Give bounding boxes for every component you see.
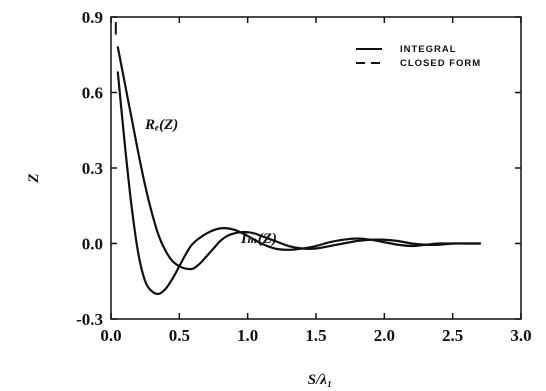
ticks: 0.0 0.5 1.0 1.5 2.0 2.5 3.0-0.30.00.30.60.9 bbox=[76, 8, 532, 345]
legend-closed-form-label: CLOSED FORM bbox=[400, 58, 481, 69]
curves bbox=[114, 22, 482, 296]
annotation-im-z: Iₘ(Z) bbox=[240, 231, 277, 247]
y-tick-label: -0.3 bbox=[76, 310, 103, 329]
x-tick-label: 1.5 bbox=[305, 326, 326, 345]
x-tick-label: 1.0 bbox=[237, 326, 258, 345]
y-tick-label: 0.6 bbox=[82, 84, 103, 103]
legend: INTEGRAL CLOSED FORM bbox=[356, 44, 481, 69]
y-axis-label: Z bbox=[26, 173, 42, 183]
x-tick-label: 0.0 bbox=[100, 326, 121, 345]
y-tick-label: 0.9 bbox=[82, 8, 103, 27]
x-tick-label: 2.5 bbox=[442, 326, 463, 345]
annotation-re-z: Rₑ(Z) bbox=[144, 117, 178, 133]
x-tick-label: 3.0 bbox=[510, 326, 531, 345]
x-axis-label: S/λ₁ bbox=[308, 372, 332, 388]
x-tick-label: 0.5 bbox=[169, 326, 190, 345]
series-re-z-line bbox=[116, 46, 482, 271]
series-im-z-line bbox=[116, 71, 482, 296]
legend-integral-label: INTEGRAL bbox=[400, 44, 457, 55]
y-tick-label: 0.3 bbox=[82, 159, 103, 178]
x-tick-label: 2.0 bbox=[374, 326, 395, 345]
y-tick-label: 0.0 bbox=[82, 235, 103, 254]
